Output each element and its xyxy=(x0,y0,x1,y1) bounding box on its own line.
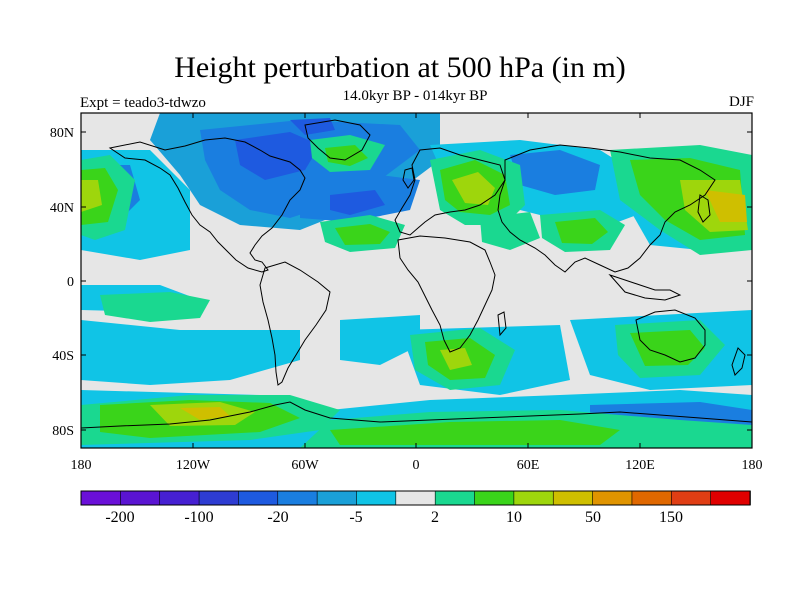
colorbar-label: -200 xyxy=(105,509,134,526)
colorbar-label: 2 xyxy=(431,509,439,526)
field-yellow-northern-europe xyxy=(452,172,495,205)
field-lightgreen-mediterranean xyxy=(335,224,390,245)
field-lightgreen-greenland-sea xyxy=(325,145,368,166)
lon-tick-label: 180 xyxy=(742,458,763,473)
colorbar-swatch xyxy=(80,490,122,506)
lat-tick-label: 80S xyxy=(52,424,74,439)
coastline-south-america xyxy=(259,261,331,386)
colorbar-label: 10 xyxy=(506,509,522,526)
colorbar-swatch xyxy=(631,490,673,506)
field-yellow-north-pacific-east xyxy=(81,180,102,212)
field-gold-north-pacific xyxy=(705,190,747,222)
lon-tick-label: 60W xyxy=(291,458,319,473)
coastline-africa xyxy=(397,235,496,353)
colorbar: -200 -100 -20 -5 2 10 50 150 xyxy=(80,490,751,526)
colorbar-swatch xyxy=(513,490,555,506)
coastline-indonesia xyxy=(608,273,682,301)
field-lightgreen-south-indian xyxy=(630,330,705,366)
colorbar-label: -5 xyxy=(349,509,362,526)
lon-tick-label: 120E xyxy=(625,458,655,473)
coastline-madagascar xyxy=(497,311,507,337)
coastline-japan xyxy=(697,194,711,223)
field-yellow-south-atlantic xyxy=(440,348,472,370)
lat-tick-label: 80N xyxy=(50,126,74,141)
coastline-new-zealand xyxy=(731,347,746,376)
map-title: Height perturbation at 500 hPa (in m) xyxy=(174,51,626,84)
lat-tick-label: 0 xyxy=(67,275,74,290)
colorbar-swatch xyxy=(277,490,318,506)
coastline-asia xyxy=(497,144,716,273)
lat-tick-label: 40N xyxy=(50,201,74,216)
field-cyan-south-atlantic xyxy=(340,315,420,365)
colorbar-label: -20 xyxy=(267,509,288,526)
colorbar-labels: -200 -100 -20 -5 2 10 50 150 xyxy=(105,509,683,526)
map-subtitle: 14.0kyr BP - 014kyr BP xyxy=(342,88,488,104)
coastline-north-america xyxy=(108,137,306,273)
colorbar-label: 150 xyxy=(659,509,683,526)
colorbar-swatch xyxy=(710,490,751,506)
colorbar-swatch xyxy=(356,490,397,506)
colorbar-swatch xyxy=(159,490,200,506)
lon-tick-label: 0 xyxy=(413,458,420,473)
latitude-axis: 80N 40N 0 40S 80S xyxy=(50,126,752,439)
lon-tick-label: 60E xyxy=(517,458,540,473)
colorbar-label: 50 xyxy=(585,509,601,526)
coastline-british-isles xyxy=(402,167,415,189)
colorbar-label: -100 xyxy=(184,509,213,526)
colorbar-swatch xyxy=(474,490,515,506)
colorbar-frame xyxy=(80,490,751,506)
colorbar-swatch xyxy=(592,490,633,506)
lat-tick-label: 40S xyxy=(52,349,74,364)
lon-tick-label: 180 xyxy=(71,458,92,473)
height-field xyxy=(81,113,752,448)
coastline-greenland xyxy=(304,119,371,161)
field-blue-atlantic-core xyxy=(330,190,385,215)
field-lightgreen-antarctica xyxy=(330,420,620,445)
colorbar-swatch xyxy=(198,490,240,506)
experiment-label: Expt = teado3-tdwzo xyxy=(80,95,206,111)
field-gold-southern-ocean-pacific xyxy=(180,407,230,420)
longitude-axis: 180 120W 60W 0 60E 120E 180 xyxy=(71,113,763,473)
colorbar-swatch xyxy=(552,490,594,506)
field-cyan-south-pacific-east xyxy=(81,320,300,385)
field-blue-hudson-core xyxy=(235,132,320,180)
colorbar-swatch xyxy=(238,490,279,506)
colorbar-swatch xyxy=(434,490,476,506)
coastline-europe xyxy=(394,147,506,236)
colorbar-swatch xyxy=(395,490,436,506)
lon-tick-label: 120W xyxy=(176,458,211,473)
colorbar-swatch xyxy=(120,490,161,506)
colorbar-swatches xyxy=(80,490,751,506)
coastline-australia xyxy=(635,309,706,363)
colorbar-swatch xyxy=(316,490,358,506)
season-label: DJF xyxy=(728,94,754,110)
field-lightgreen-central-asia xyxy=(555,218,608,244)
coastlines xyxy=(81,119,752,429)
colorbar-swatch xyxy=(670,490,712,506)
map-plot-area xyxy=(81,113,752,448)
field-green-middle-east xyxy=(480,212,540,250)
field-blue-siberia xyxy=(510,150,600,195)
field-green-tropical-pacific-east xyxy=(100,292,210,322)
coastline-antarctica xyxy=(81,401,752,429)
